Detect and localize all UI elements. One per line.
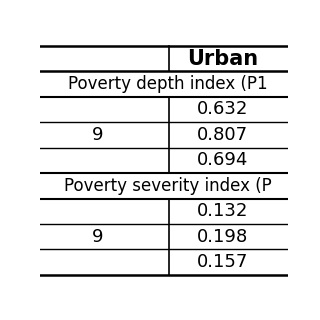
Text: 0.157: 0.157 xyxy=(196,253,248,271)
Text: Urban: Urban xyxy=(187,49,258,68)
Text: Poverty depth index (P1: Poverty depth index (P1 xyxy=(68,75,268,93)
Text: 0.132: 0.132 xyxy=(196,202,248,220)
Text: 0.694: 0.694 xyxy=(196,151,248,169)
Text: Poverty severity index (P: Poverty severity index (P xyxy=(64,177,272,195)
Text: 0.807: 0.807 xyxy=(197,126,248,144)
Text: 9: 9 xyxy=(92,126,104,144)
Text: 0.632: 0.632 xyxy=(196,100,248,118)
Text: 9: 9 xyxy=(92,228,104,246)
Text: 0.198: 0.198 xyxy=(197,228,248,246)
